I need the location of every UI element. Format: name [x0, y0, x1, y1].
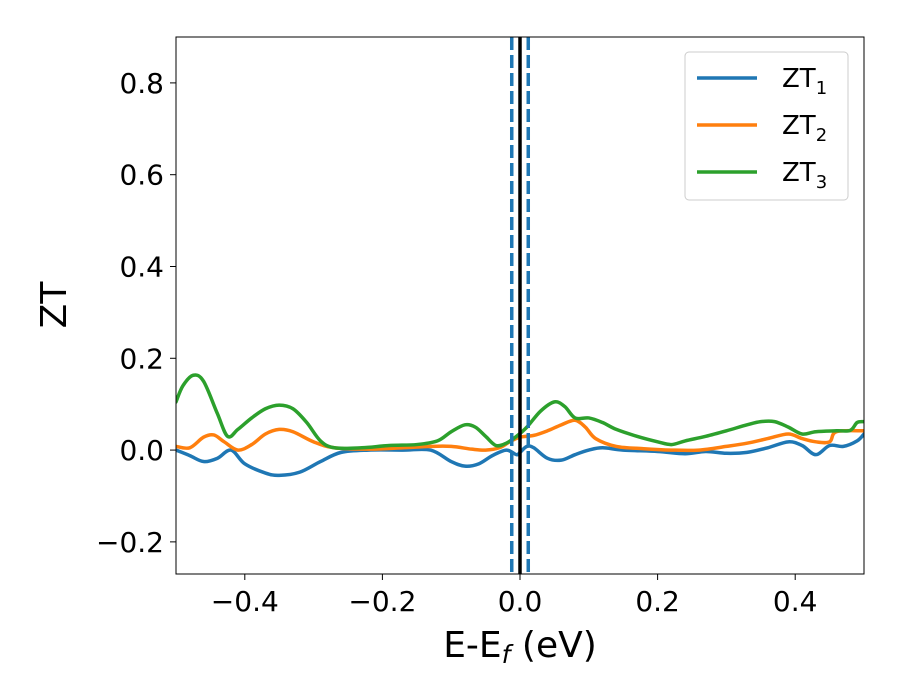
y-tick-label: −0.2	[96, 526, 164, 559]
x-tick-label: −0.2	[348, 585, 416, 618]
legend-label-zt2: ZT2	[782, 111, 827, 146]
x-axis-label: E-Ef (eV)	[443, 625, 597, 669]
y-axis-label: ZT	[34, 281, 75, 329]
x-tick-label: 0.2	[635, 585, 680, 618]
x-tick-label: −0.4	[211, 585, 279, 618]
series-line-zt3	[176, 373, 864, 451]
series-line-zt1	[176, 432, 864, 478]
y-tick-label: 0.2	[119, 342, 164, 375]
y-tick-label: 0.0	[119, 434, 164, 467]
y-tick-label: 0.8	[119, 67, 164, 100]
legend-label-zt1: ZT1	[782, 64, 827, 99]
y-tick-label: 0.6	[119, 159, 164, 192]
x-tick-label: 0.4	[773, 585, 818, 618]
x-tick-label: 0.0	[498, 585, 543, 618]
legend-label-zt3: ZT3	[782, 158, 827, 193]
y-tick-label: 0.4	[119, 250, 164, 283]
legend-box	[684, 51, 849, 201]
legend: ZT1 ZT2 ZT3	[684, 51, 849, 201]
